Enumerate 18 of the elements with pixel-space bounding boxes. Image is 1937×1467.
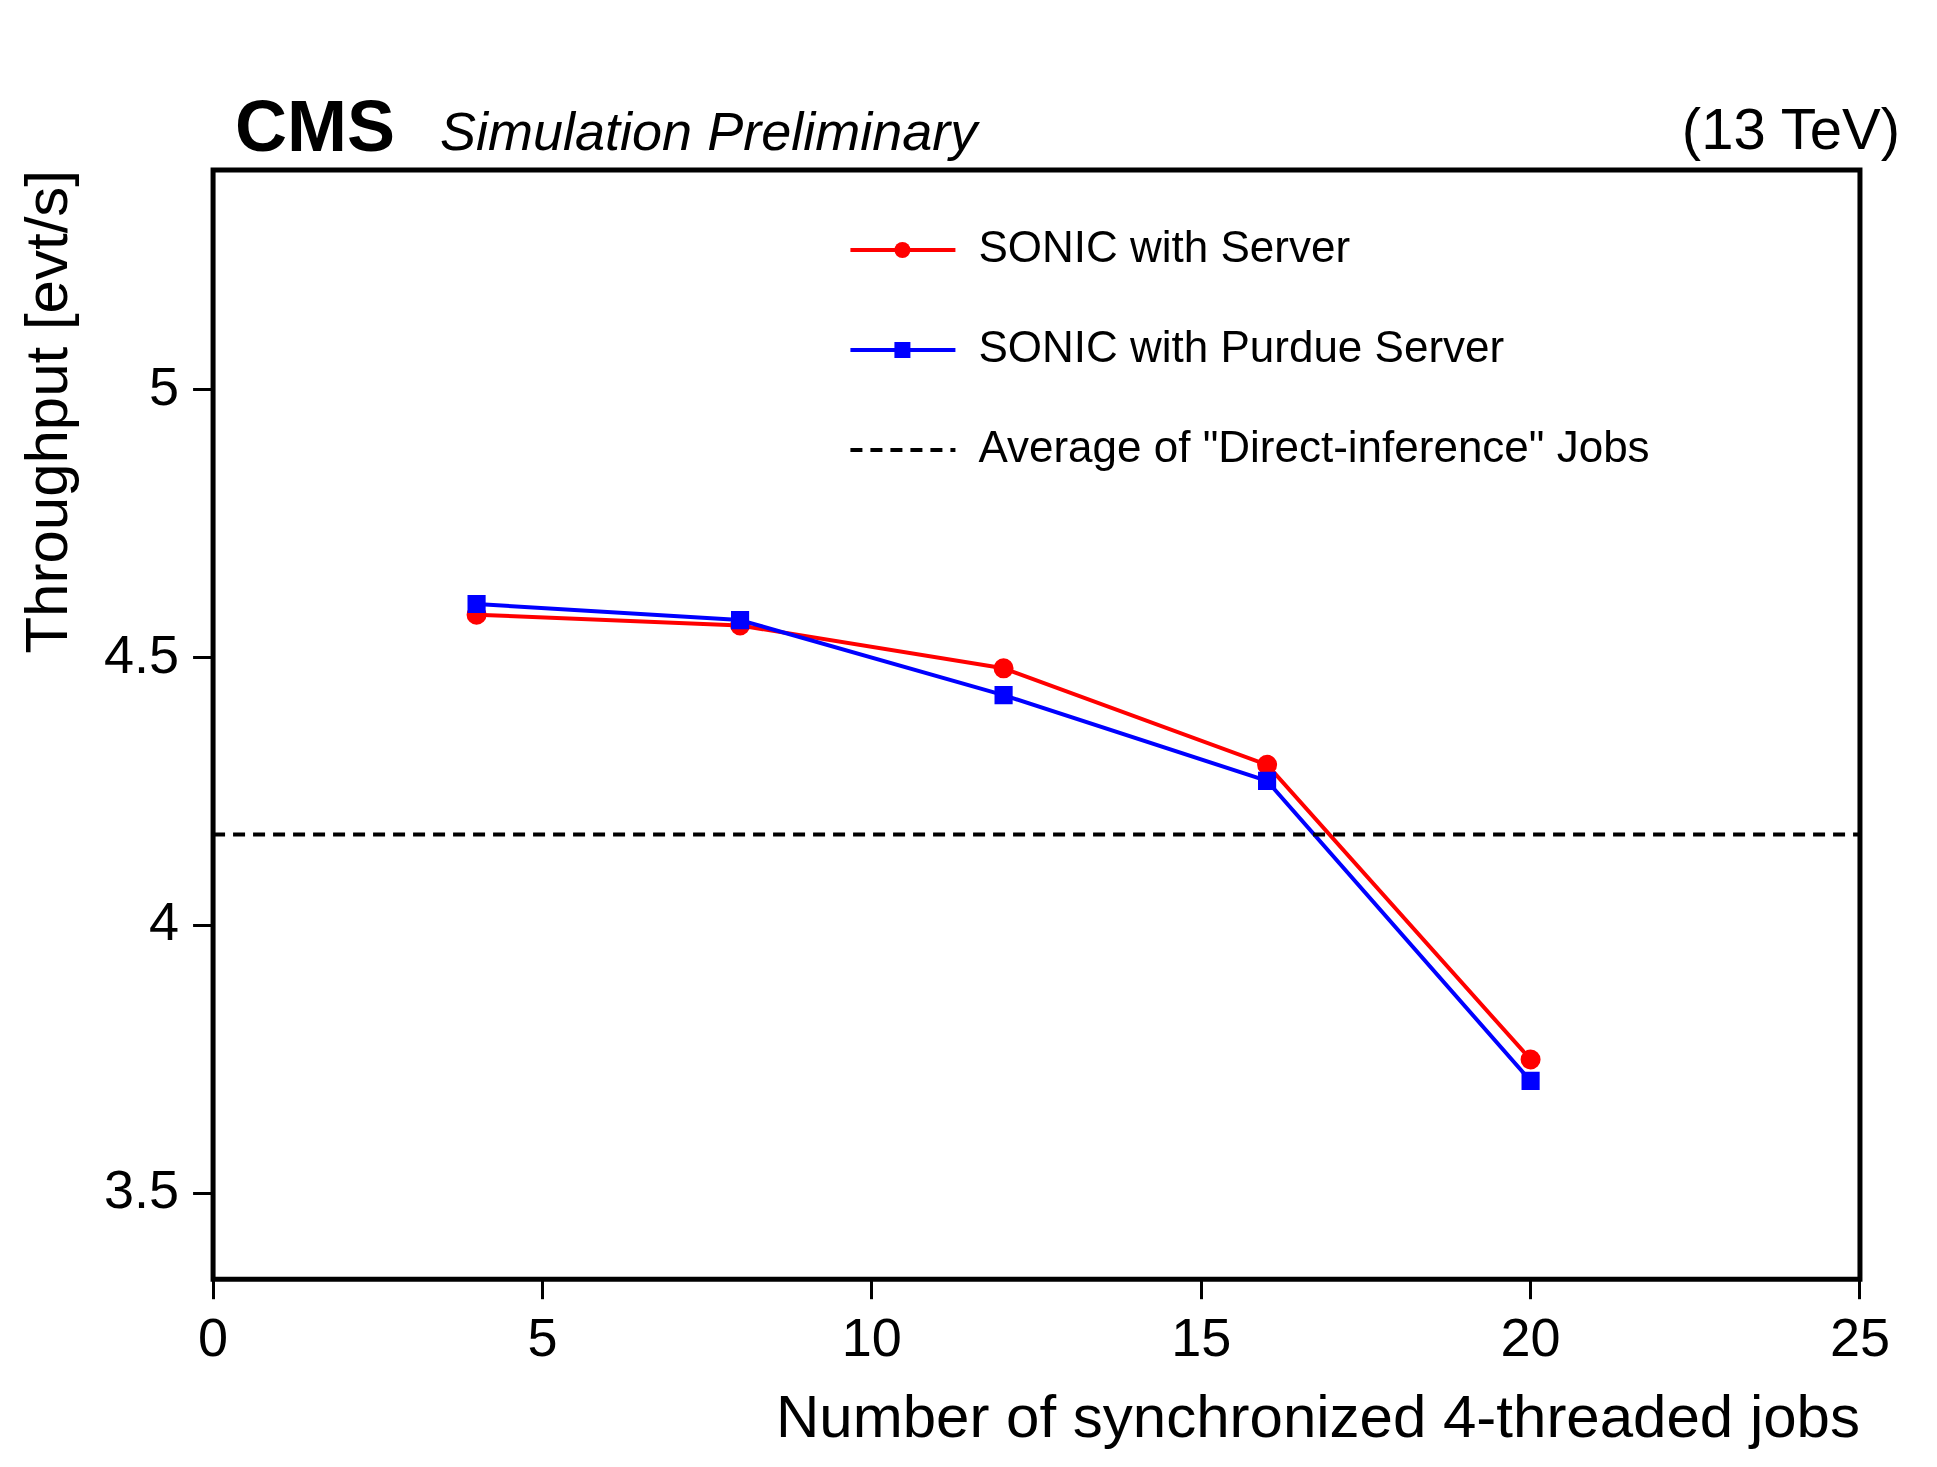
- legend-label: SONIC with Purdue Server: [978, 322, 1505, 372]
- x-tick-label: 25: [1829, 1307, 1891, 1368]
- chart-subtitle: Simulation Preliminary: [440, 100, 978, 162]
- y-tick-label: 4.5: [103, 623, 180, 684]
- text: (13 TeV): [1681, 95, 1900, 162]
- legend-label: SONIC with Server: [978, 222, 1351, 272]
- chart-title: CMS: [235, 85, 395, 167]
- legend-label: Average of "Direct-inference" Jobs: [978, 422, 1650, 472]
- x-tick-label: 0: [198, 1307, 229, 1368]
- x-axis-title: Number of synchronized 4-threaded jobs: [776, 1382, 1860, 1450]
- x-tick-label: 10: [841, 1307, 902, 1368]
- y-tick-label: 4: [149, 891, 180, 952]
- y-tick-label: 3.5: [103, 1159, 180, 1220]
- x-tick-label: 15: [1171, 1307, 1232, 1368]
- x-tick-label: 20: [1500, 1307, 1561, 1368]
- x-tick-label: 5: [527, 1307, 558, 1368]
- y-axis-title: Throughput [evt/s]: [12, 170, 80, 654]
- y-tick-label: 5: [149, 355, 180, 416]
